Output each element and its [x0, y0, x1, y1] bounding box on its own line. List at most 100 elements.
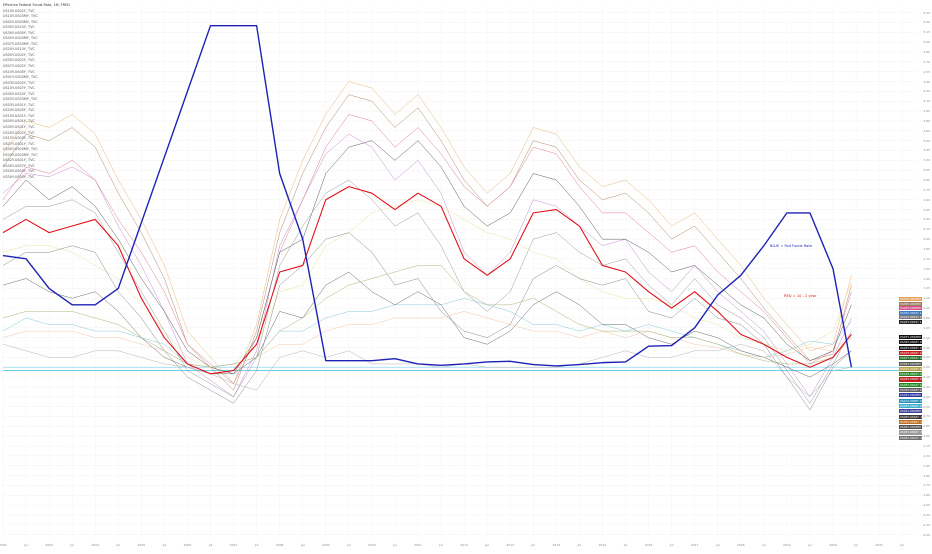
x-tick-label: Jul — [808, 543, 812, 547]
legend-entry: US07Y-US02Y, TVC — [3, 64, 35, 69]
x-tick-label: 2013 — [506, 543, 515, 547]
series-line-us30y-us02y — [2, 140, 852, 375]
y-tick-label: -0.10 — [922, 375, 930, 380]
x-tick-label: 2019 — [783, 543, 791, 547]
x-tick-label: 2010 — [368, 543, 376, 547]
price-badge: US02Y-US01Y -0.10 — [899, 435, 922, 440]
y-tick-label: 0.05 — [923, 365, 930, 370]
legend-entry: US10Y-US07Y, TVC — [3, 86, 35, 91]
y-tick-label: 4.85 — [923, 49, 930, 54]
legend-entry: US30Y-US03MY, TVC — [3, 147, 38, 152]
x-tick-label: 2008 — [275, 543, 284, 547]
legend-entry: US20Y-US03Y, TVC — [3, 169, 35, 174]
y-tick-label: 1.25 — [923, 286, 930, 291]
y-tick-label: 0.80 — [923, 315, 930, 320]
x-tick-label: 2004 — [91, 543, 100, 547]
y-tick-label: -0.85 — [922, 424, 930, 429]
y-tick-label: 4.40 — [923, 79, 930, 84]
y-tick-label: 2.75 — [923, 187, 930, 192]
legend-entry: US10Y-US03Y, TVC — [3, 136, 35, 141]
x-tick-label: Jul — [347, 543, 351, 547]
x-tick-label: 2007 — [229, 543, 238, 547]
series-line-us05y-us02y — [2, 271, 852, 378]
price-badge: US20Y-US02Y 0.50 — [899, 345, 922, 350]
legend-entry: US20Y-US02Y, TVC — [3, 130, 35, 135]
y-tick-label: 3.50 — [923, 138, 930, 143]
y-tick-label: -1.90 — [922, 493, 930, 498]
x-tick-label: Jul — [485, 543, 489, 547]
price-badge: US02Y-US03MY -0.05 — [899, 425, 922, 430]
x-tick-label: Jul — [577, 543, 582, 547]
series-line-us20y-us10y — [2, 311, 852, 368]
x-tick-label: 2011 — [414, 543, 422, 547]
price-badge: US01Y-US03MY 0.01 — [899, 409, 922, 414]
price-badge: US30Y-US05Y 0.30 — [899, 366, 922, 371]
y-tick-label: 0.50 — [923, 335, 930, 340]
y-tick-label: 0.95 — [923, 306, 930, 311]
y-tick-label: -1.00 — [922, 434, 930, 439]
legend-entry: US03Y-US01Y, TVC — [3, 102, 35, 107]
x-tick-label: 2005 — [137, 543, 146, 547]
x-tick-label: Jul — [669, 543, 674, 547]
legend-entries: US10Y-US02Y, TVC US10Y-US03MY, TVC US02Y-U… — [3, 9, 70, 181]
x-tick-label: 2006 — [183, 543, 192, 547]
y-tick-label: 1.85 — [923, 247, 930, 251]
y-tick-label: -0.55 — [922, 404, 930, 409]
y-tick-label: 3.95 — [923, 109, 930, 114]
legend-entry: US01Y-US03MY, TVC — [3, 75, 38, 80]
y-tick-label: -1.75 — [922, 483, 930, 488]
y-tick-label: 5.15 — [923, 30, 930, 35]
legend-entry: US05Y-US03MY, TVC — [3, 36, 38, 41]
annotation-red: RED = 10 - 2 year — [784, 294, 817, 298]
price-badge: US10Y-US01Y 1.18 — [899, 315, 922, 320]
x-tick-label: Jul — [208, 543, 213, 547]
y-tick-label: 0.20 — [923, 355, 930, 360]
price-badge: US07Y-US01Y 0.40 — [899, 356, 922, 361]
y-tick-label: 4.70 — [923, 59, 930, 64]
legend-entry: US30Y-US20Y, TVC — [3, 91, 35, 96]
price-badge: US30Y-US10Y 0.09 — [899, 388, 922, 393]
legend-entry: US30Y-US10Y, TVC — [3, 25, 35, 30]
x-tick-label: 2016 — [644, 543, 653, 547]
y-tick-label: -1.45 — [922, 463, 930, 468]
x-tick-label: 2009 — [321, 543, 330, 547]
legend-entry: US30Y-US03Y, TVC — [3, 174, 35, 179]
y-tick-label: 2.00 — [923, 237, 930, 242]
y-tick-label: 1.10 — [923, 296, 930, 301]
series-line-us10y-us05y — [2, 265, 852, 368]
price-badge: US05Y-US03MY 0.35 — [899, 361, 922, 366]
x-tick-label: 2003 — [45, 543, 53, 547]
price-badge: US30Y-US02Y 0.55 — [899, 340, 922, 345]
series-line-us30y-us01y — [2, 114, 852, 384]
series-line-us30y-us03my — [2, 81, 852, 384]
x-tick-label: Jul — [531, 543, 536, 547]
price-badge: US05Y-US01Y 0.15 — [899, 382, 922, 387]
y-tick-label: 3.80 — [923, 118, 930, 123]
y-tick-label: 2.30 — [923, 217, 930, 222]
x-tick-label: 2015 — [598, 543, 607, 547]
legend-entry: US10Y-US01Y, TVC — [3, 113, 35, 118]
x-tick-label: Jul — [854, 543, 858, 547]
legend-entry: US07Y-US01Y, TVC — [3, 141, 35, 146]
y-tick-label: -0.25 — [922, 384, 930, 389]
price-badge: US10Y-US05Y 0.04 — [899, 398, 922, 403]
legend-entry: US10Y-US05Y, TVC — [3, 69, 35, 74]
x-tick-label: Jul — [254, 543, 259, 547]
legend-entry: US05Y-US01Y, TVC — [3, 119, 35, 124]
price-badge: US10Y-US02Y 0.46 — [899, 350, 922, 356]
price-badge: US30Y-US03MY 1.35 — [899, 301, 922, 306]
x-tick-label: 2021 — [875, 543, 883, 547]
y-tick-label: -0.40 — [922, 394, 930, 399]
x-tick-label: Jul — [715, 543, 720, 547]
legend-entry: US10Y-US02Y, TVC — [3, 8, 35, 13]
x-tick-label: Jul — [623, 543, 628, 547]
legend-entry: US07Y-US03MY, TVC — [3, 41, 38, 46]
legend-entry: US02Y-US01Y, TVC — [3, 158, 35, 163]
price-badge: US10Y-US03MY 1.45 — [899, 297, 922, 302]
price-badge: US20Y-US10Y -0.01 — [899, 414, 922, 419]
chart-title: Effective Federal Funds Rate, 1M, FRED — [3, 3, 70, 7]
x-tick-label: 2002 — [0, 543, 7, 547]
price-badge: US20Y-US01Y 1.08 — [899, 319, 922, 324]
series-line-us10y-us03my — [2, 133, 852, 398]
